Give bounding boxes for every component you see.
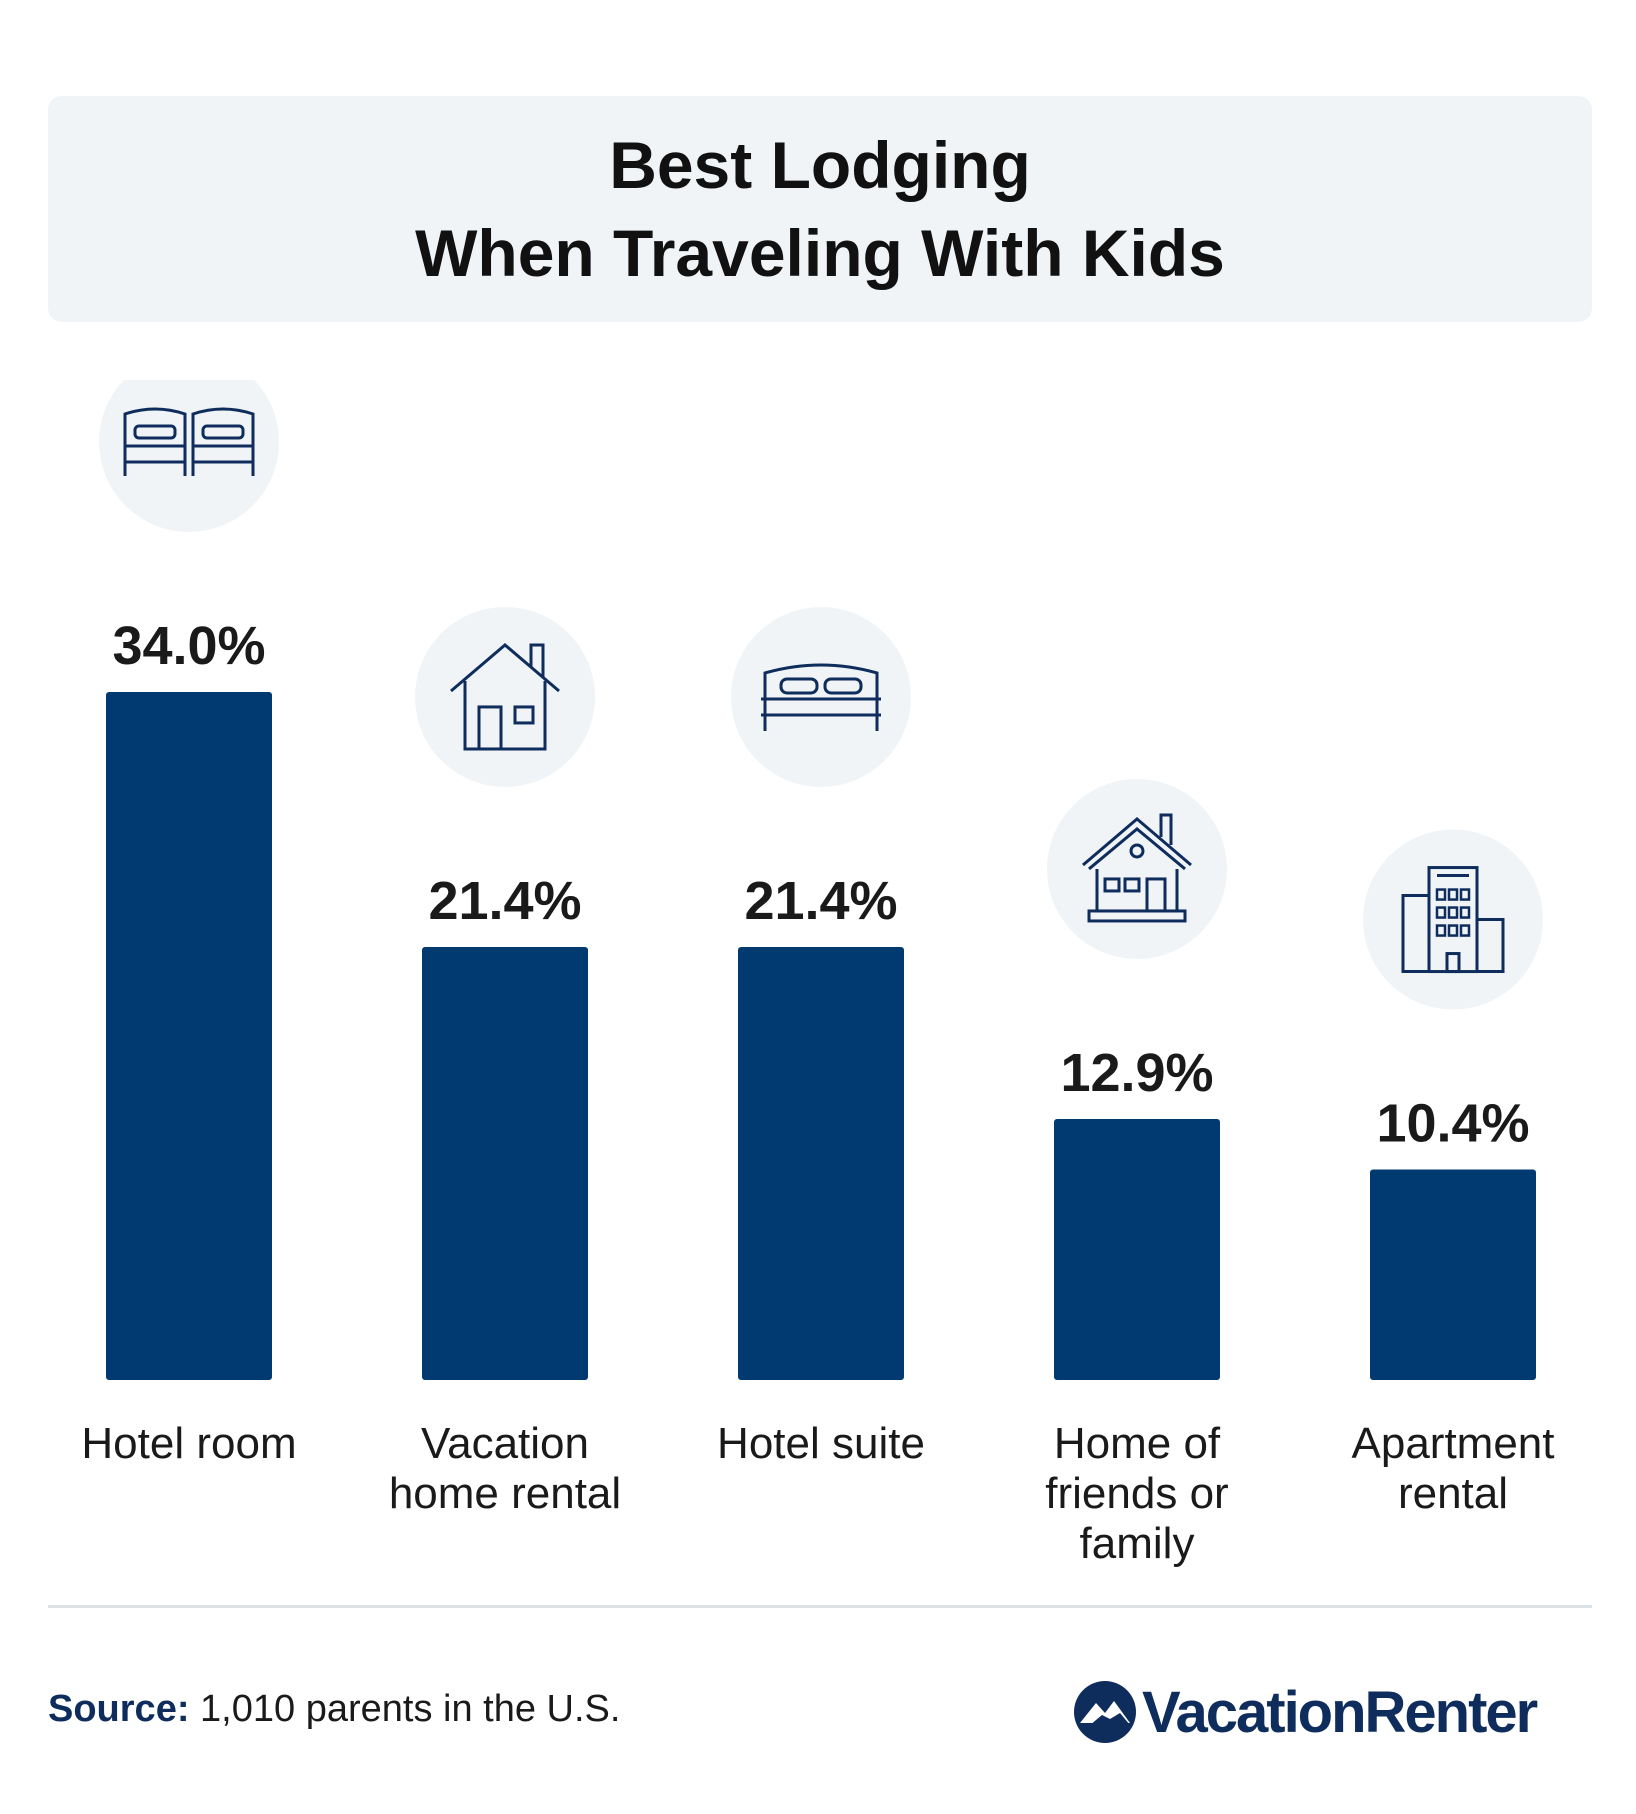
- icon-circle: [1363, 829, 1543, 1010]
- icon-circle: [99, 380, 279, 532]
- source-text: 1,010 parents in the U.S.: [189, 1688, 621, 1730]
- family-home-icon: [1082, 813, 1192, 923]
- data-label: 21.4%: [428, 871, 581, 931]
- mountain-circle-logo-icon: [1074, 1681, 1136, 1743]
- brand-logo: VacationRenter: [1072, 1672, 1538, 1752]
- icon-circle: [415, 606, 595, 787]
- category-label: family: [1080, 1519, 1195, 1568]
- chart-title-line-2: When Traveling With Kids: [415, 216, 1225, 290]
- icon-circle: [731, 606, 911, 787]
- data-label: 10.4%: [1376, 1094, 1529, 1154]
- category-label: Apartment: [1352, 1419, 1555, 1468]
- category-label: rental: [1398, 1469, 1508, 1518]
- category-label: Vacation: [421, 1419, 589, 1468]
- source-note: Source: 1,010 parents in the U.S.: [48, 1688, 620, 1731]
- data-label: 34.0%: [112, 616, 265, 676]
- house-icon: [450, 642, 560, 751]
- twin-beds-icon: [123, 407, 255, 476]
- icon-circle: [1047, 778, 1227, 959]
- category-label: Hotel room: [81, 1419, 296, 1468]
- data-label: 21.4%: [744, 871, 897, 931]
- source-label: Source:: [48, 1688, 190, 1730]
- data-label: 12.9%: [1060, 1043, 1213, 1103]
- category-label: home rental: [389, 1469, 621, 1518]
- bar: [738, 946, 904, 1380]
- bar: [106, 692, 272, 1380]
- bar: [1370, 1169, 1536, 1380]
- chart-title-line-1: Best Lodging: [609, 128, 1031, 202]
- double-bed-icon: [761, 663, 881, 731]
- apartment-building-icon: [1401, 866, 1505, 974]
- category-label: friends or: [1045, 1469, 1228, 1518]
- bar: [1054, 1118, 1220, 1380]
- title-banner: Best Lodging When Traveling With Kids: [48, 96, 1592, 322]
- category-label: Hotel suite: [717, 1419, 925, 1468]
- bar: [422, 946, 588, 1380]
- brand-name: VacationRenter: [1142, 1679, 1538, 1745]
- footer-divider: [48, 1605, 1592, 1608]
- category-label: Home of: [1054, 1419, 1221, 1468]
